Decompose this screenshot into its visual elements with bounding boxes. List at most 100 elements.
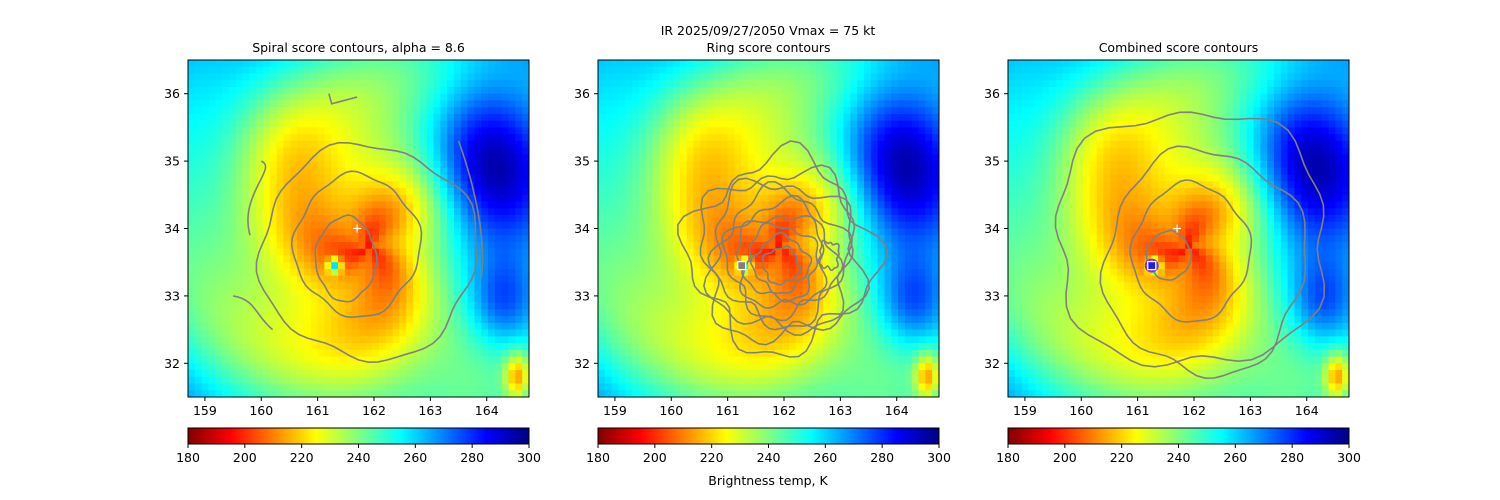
heatmap-cell	[406, 194, 414, 203]
heatmap-cell	[679, 140, 688, 149]
heatmap-cell	[850, 154, 858, 162]
heatmap-cell	[351, 356, 360, 364]
heatmap-cell	[460, 140, 469, 149]
heatmap-cell	[693, 329, 701, 337]
heatmap-cell	[679, 201, 688, 209]
heatmap-cell	[399, 167, 407, 176]
heatmap-cell	[823, 295, 831, 304]
heatmap-cell	[673, 188, 681, 196]
heatmap-cell	[904, 255, 913, 263]
heatmap-cell	[501, 295, 510, 304]
heatmap-cell	[447, 248, 455, 257]
heatmap-cell	[303, 100, 312, 108]
heatmap-cell	[208, 154, 216, 162]
heatmap-cell	[467, 66, 476, 75]
heatmap-cell	[611, 161, 620, 169]
heatmap-cell	[426, 289, 435, 297]
heatmap-cell	[372, 241, 380, 250]
heatmap-cell	[426, 60, 435, 68]
heatmap-cell	[440, 241, 448, 250]
heatmap-cell	[632, 349, 640, 358]
heatmap-cell	[666, 349, 674, 358]
heatmap-cell	[235, 316, 244, 324]
heatmap-cell	[898, 167, 906, 176]
heatmap-cell	[843, 93, 851, 102]
heatmap-cell	[194, 134, 203, 142]
heatmap-cell	[768, 113, 776, 122]
heatmap-cell	[604, 134, 613, 142]
heatmap-cell	[625, 248, 633, 257]
heatmap-cell	[501, 194, 510, 203]
heatmap-cell	[775, 93, 783, 102]
heatmap-cell	[215, 120, 223, 128]
heatmap-cell	[297, 134, 305, 142]
heatmap-cell	[406, 86, 414, 95]
heatmap-cell	[686, 383, 695, 391]
heatmap-cell	[256, 316, 264, 324]
heatmap-cell	[392, 140, 401, 149]
heatmap-cell	[249, 174, 257, 182]
heatmap-cell	[598, 282, 606, 290]
heatmap-cell	[331, 289, 339, 297]
heatmap-cell	[713, 188, 722, 196]
heatmap-cell	[276, 262, 285, 270]
heatmap-cell	[276, 73, 285, 81]
heatmap-cell	[303, 60, 312, 68]
heatmap-cell	[802, 248, 811, 257]
heatmap-cell	[877, 289, 886, 297]
heatmap-cell	[720, 73, 729, 81]
heatmap-cell	[406, 262, 414, 270]
heatmap-cell	[768, 73, 776, 81]
heatmap-cell	[836, 248, 845, 257]
heatmap-cell	[898, 316, 906, 324]
heatmap-cell	[467, 302, 476, 310]
heatmap-cell	[891, 147, 899, 155]
heatmap-cell	[488, 390, 496, 397]
heatmap-cell	[857, 221, 865, 230]
heatmap-cell	[358, 181, 366, 189]
heatmap-cell	[700, 134, 708, 142]
heatmap-cell	[904, 181, 913, 189]
heatmap-cell	[522, 73, 529, 81]
heatmap-cell	[748, 188, 756, 196]
heatmap-cell	[713, 363, 722, 371]
heatmap-cell	[604, 370, 613, 378]
heatmap-cell	[741, 356, 749, 364]
heatmap-cell	[324, 255, 332, 263]
heatmap-cell	[426, 201, 435, 209]
heatmap-cell	[303, 356, 312, 364]
heatmap-cell	[242, 282, 250, 290]
heatmap-cell	[884, 309, 892, 317]
panel-title: Spiral score contours, alpha = 8.6	[252, 40, 465, 55]
heatmap-cell	[385, 80, 394, 88]
heatmap-cell	[453, 349, 462, 358]
heatmap-cell	[638, 100, 647, 108]
heatmap-cell	[598, 363, 606, 371]
heatmap-cell	[201, 167, 210, 176]
heatmap-cell	[632, 100, 640, 108]
heatmap-cell	[522, 322, 529, 331]
heatmap-cell	[290, 390, 298, 397]
heatmap-cell	[850, 208, 858, 216]
heatmap-cell	[741, 181, 749, 189]
heatmap-cell	[188, 215, 196, 223]
heatmap-cell	[829, 363, 838, 371]
heatmap-cell	[891, 262, 899, 270]
heatmap-cell	[700, 208, 708, 216]
heatmap-cell	[419, 349, 428, 358]
heatmap-cell	[632, 120, 640, 128]
heatmap-cell	[453, 228, 462, 236]
heatmap-cell	[891, 376, 899, 385]
heatmap-cell	[399, 113, 407, 122]
heatmap-cell	[659, 275, 667, 284]
heatmap-cell	[611, 363, 620, 371]
heatmap-cell	[754, 167, 763, 176]
heatmap-cell	[515, 221, 523, 230]
heatmap-cell	[857, 201, 865, 209]
heatmap-cell	[754, 134, 763, 142]
heatmap-cell	[460, 268, 469, 277]
heatmap-cell	[829, 107, 838, 115]
heatmap-cell	[754, 194, 763, 203]
heatmap-cell	[611, 134, 620, 142]
heatmap-cell	[652, 248, 660, 257]
